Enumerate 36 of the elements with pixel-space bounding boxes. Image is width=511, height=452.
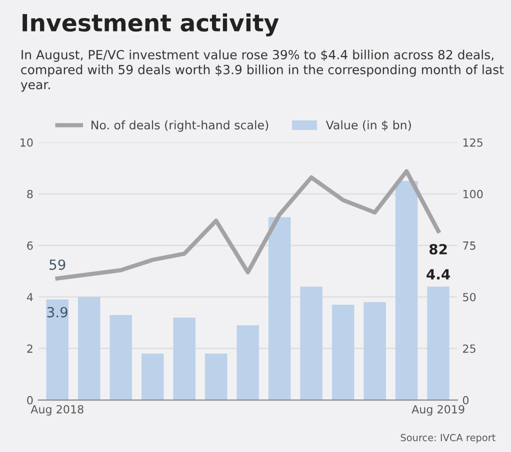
y2-tick-label: 100 xyxy=(463,190,483,198)
bar xyxy=(110,315,132,400)
bar xyxy=(268,217,291,400)
y2-tick-label: 0 xyxy=(462,396,469,404)
bar xyxy=(427,286,450,400)
y2-tick-label: 75 xyxy=(463,242,476,250)
bar xyxy=(364,302,386,400)
annotation: 59 xyxy=(50,259,66,270)
y-tick-label: 4 xyxy=(26,293,33,302)
y2-tick-label: 50 xyxy=(463,292,476,302)
chart-title: Investment activity xyxy=(22,13,279,36)
bar xyxy=(78,296,100,400)
source-note: Source: IVCA report xyxy=(400,434,496,444)
x-tick-label: Aug 2019 xyxy=(412,405,464,416)
y-tick-label: 10 xyxy=(20,138,33,147)
bar xyxy=(204,354,228,400)
bar xyxy=(141,354,164,400)
legend-label: No. of deals (right-hand scale) xyxy=(92,120,268,132)
annotation: 82 xyxy=(429,244,447,254)
bar xyxy=(236,325,259,400)
chart-subtitle: In August, PE/VC investment value rose 39% to $4.4 billion across 82 deals, compared with 59 deals worth $3.9 billion in the corresponding month of last year. xyxy=(20,50,504,92)
y2-tick-label: 25 xyxy=(463,344,476,353)
legend-label: Value (in $ bn) xyxy=(326,120,411,132)
bar xyxy=(173,318,196,400)
y-tick-label: 8 xyxy=(27,190,33,198)
y-tick-label: 2 xyxy=(27,344,32,353)
y2-tick-label: 125 xyxy=(463,138,482,147)
bar xyxy=(300,286,322,400)
y-tick-label: 6 xyxy=(27,241,33,250)
bar xyxy=(332,304,354,400)
bar xyxy=(395,181,418,400)
x-tick-label: Aug 2018 xyxy=(30,405,84,416)
bar xyxy=(46,300,68,400)
annotation: 3.9 xyxy=(47,306,68,318)
y-tick-label: 0 xyxy=(27,396,33,404)
annotation: 4.4 xyxy=(426,269,450,280)
